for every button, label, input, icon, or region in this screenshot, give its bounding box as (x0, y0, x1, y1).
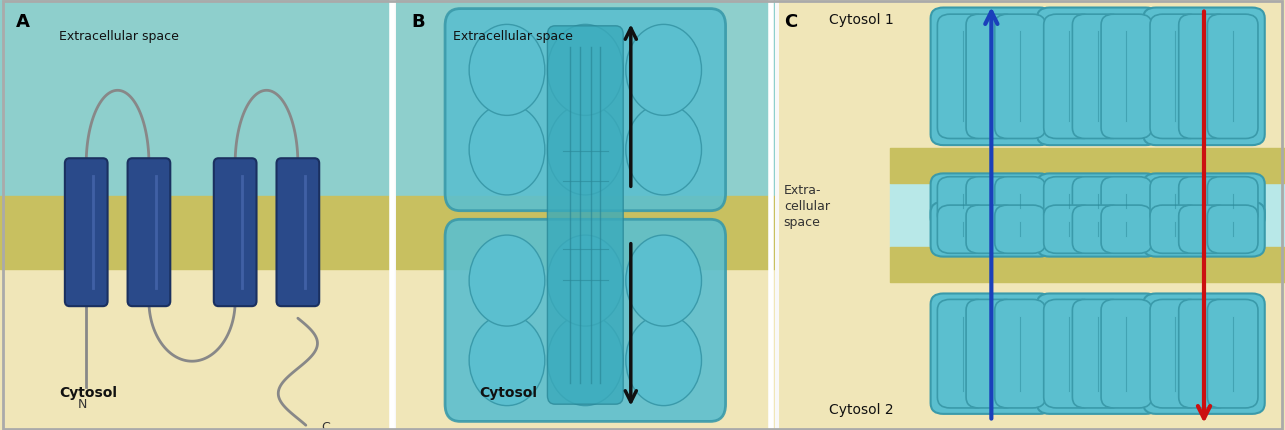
FancyBboxPatch shape (1037, 202, 1159, 257)
Text: A: A (15, 13, 30, 31)
FancyBboxPatch shape (127, 158, 171, 306)
FancyBboxPatch shape (1208, 177, 1258, 225)
Bar (0, 0, 392, 196)
Ellipse shape (547, 235, 623, 326)
FancyBboxPatch shape (1073, 205, 1123, 253)
Ellipse shape (626, 104, 702, 195)
Text: Cytosol: Cytosol (59, 386, 117, 400)
Text: C: C (784, 13, 797, 31)
Ellipse shape (547, 25, 623, 115)
Text: Cytosol 1: Cytosol 1 (829, 13, 894, 27)
Ellipse shape (469, 235, 545, 326)
FancyBboxPatch shape (1144, 8, 1264, 145)
Bar (0, 269, 392, 430)
FancyBboxPatch shape (937, 205, 988, 253)
FancyBboxPatch shape (1144, 293, 1264, 414)
Ellipse shape (469, 315, 545, 405)
Text: Extracellular space: Extracellular space (59, 30, 179, 43)
FancyBboxPatch shape (276, 158, 319, 306)
Text: Extra-
cellular
space: Extra- cellular space (784, 184, 830, 229)
FancyBboxPatch shape (995, 14, 1045, 138)
FancyBboxPatch shape (930, 8, 1052, 145)
FancyBboxPatch shape (1178, 14, 1230, 138)
FancyBboxPatch shape (937, 299, 988, 408)
FancyBboxPatch shape (1178, 205, 1230, 253)
Ellipse shape (626, 25, 702, 115)
FancyBboxPatch shape (995, 177, 1045, 225)
FancyBboxPatch shape (1037, 293, 1159, 414)
Ellipse shape (469, 104, 545, 195)
Text: Extracellular space: Extracellular space (452, 30, 573, 43)
FancyBboxPatch shape (1150, 177, 1200, 225)
Ellipse shape (626, 235, 702, 326)
FancyBboxPatch shape (547, 26, 623, 404)
Bar (396, 0, 775, 196)
Ellipse shape (626, 315, 702, 405)
FancyBboxPatch shape (1208, 14, 1258, 138)
FancyBboxPatch shape (1178, 177, 1230, 225)
FancyBboxPatch shape (1043, 177, 1095, 225)
Text: Cytosol 2: Cytosol 2 (829, 403, 894, 417)
FancyBboxPatch shape (966, 205, 1016, 253)
FancyBboxPatch shape (1208, 205, 1258, 253)
Ellipse shape (547, 104, 623, 195)
FancyBboxPatch shape (1037, 8, 1159, 145)
FancyBboxPatch shape (1101, 177, 1151, 225)
FancyBboxPatch shape (445, 219, 726, 421)
Text: C: C (321, 421, 330, 430)
FancyBboxPatch shape (1043, 205, 1095, 253)
FancyBboxPatch shape (64, 158, 108, 306)
FancyBboxPatch shape (930, 293, 1052, 414)
FancyBboxPatch shape (1101, 14, 1151, 138)
FancyBboxPatch shape (1178, 299, 1230, 408)
Ellipse shape (547, 315, 623, 405)
FancyBboxPatch shape (1073, 299, 1123, 408)
FancyBboxPatch shape (213, 158, 257, 306)
FancyBboxPatch shape (1144, 173, 1264, 228)
FancyBboxPatch shape (445, 9, 726, 211)
Bar (396, 196, 775, 269)
FancyBboxPatch shape (1073, 14, 1123, 138)
Text: B: B (411, 13, 424, 31)
FancyBboxPatch shape (1144, 202, 1264, 257)
FancyBboxPatch shape (1150, 14, 1200, 138)
Text: Cytosol: Cytosol (479, 386, 537, 400)
FancyBboxPatch shape (1043, 14, 1095, 138)
FancyBboxPatch shape (966, 14, 1016, 138)
FancyBboxPatch shape (1208, 299, 1258, 408)
Text: N: N (77, 398, 87, 411)
FancyBboxPatch shape (1101, 299, 1151, 408)
FancyBboxPatch shape (1043, 299, 1095, 408)
FancyBboxPatch shape (966, 177, 1016, 225)
Bar (0, 196, 392, 269)
FancyBboxPatch shape (930, 202, 1052, 257)
FancyBboxPatch shape (995, 299, 1045, 408)
FancyBboxPatch shape (1037, 173, 1159, 228)
FancyBboxPatch shape (930, 173, 1052, 228)
FancyBboxPatch shape (1150, 299, 1200, 408)
FancyBboxPatch shape (1150, 205, 1200, 253)
FancyBboxPatch shape (995, 205, 1045, 253)
FancyBboxPatch shape (1101, 205, 1151, 253)
FancyBboxPatch shape (937, 177, 988, 225)
Bar (396, 269, 775, 430)
FancyBboxPatch shape (937, 14, 988, 138)
FancyBboxPatch shape (1073, 177, 1123, 225)
Ellipse shape (469, 25, 545, 115)
FancyBboxPatch shape (966, 299, 1016, 408)
